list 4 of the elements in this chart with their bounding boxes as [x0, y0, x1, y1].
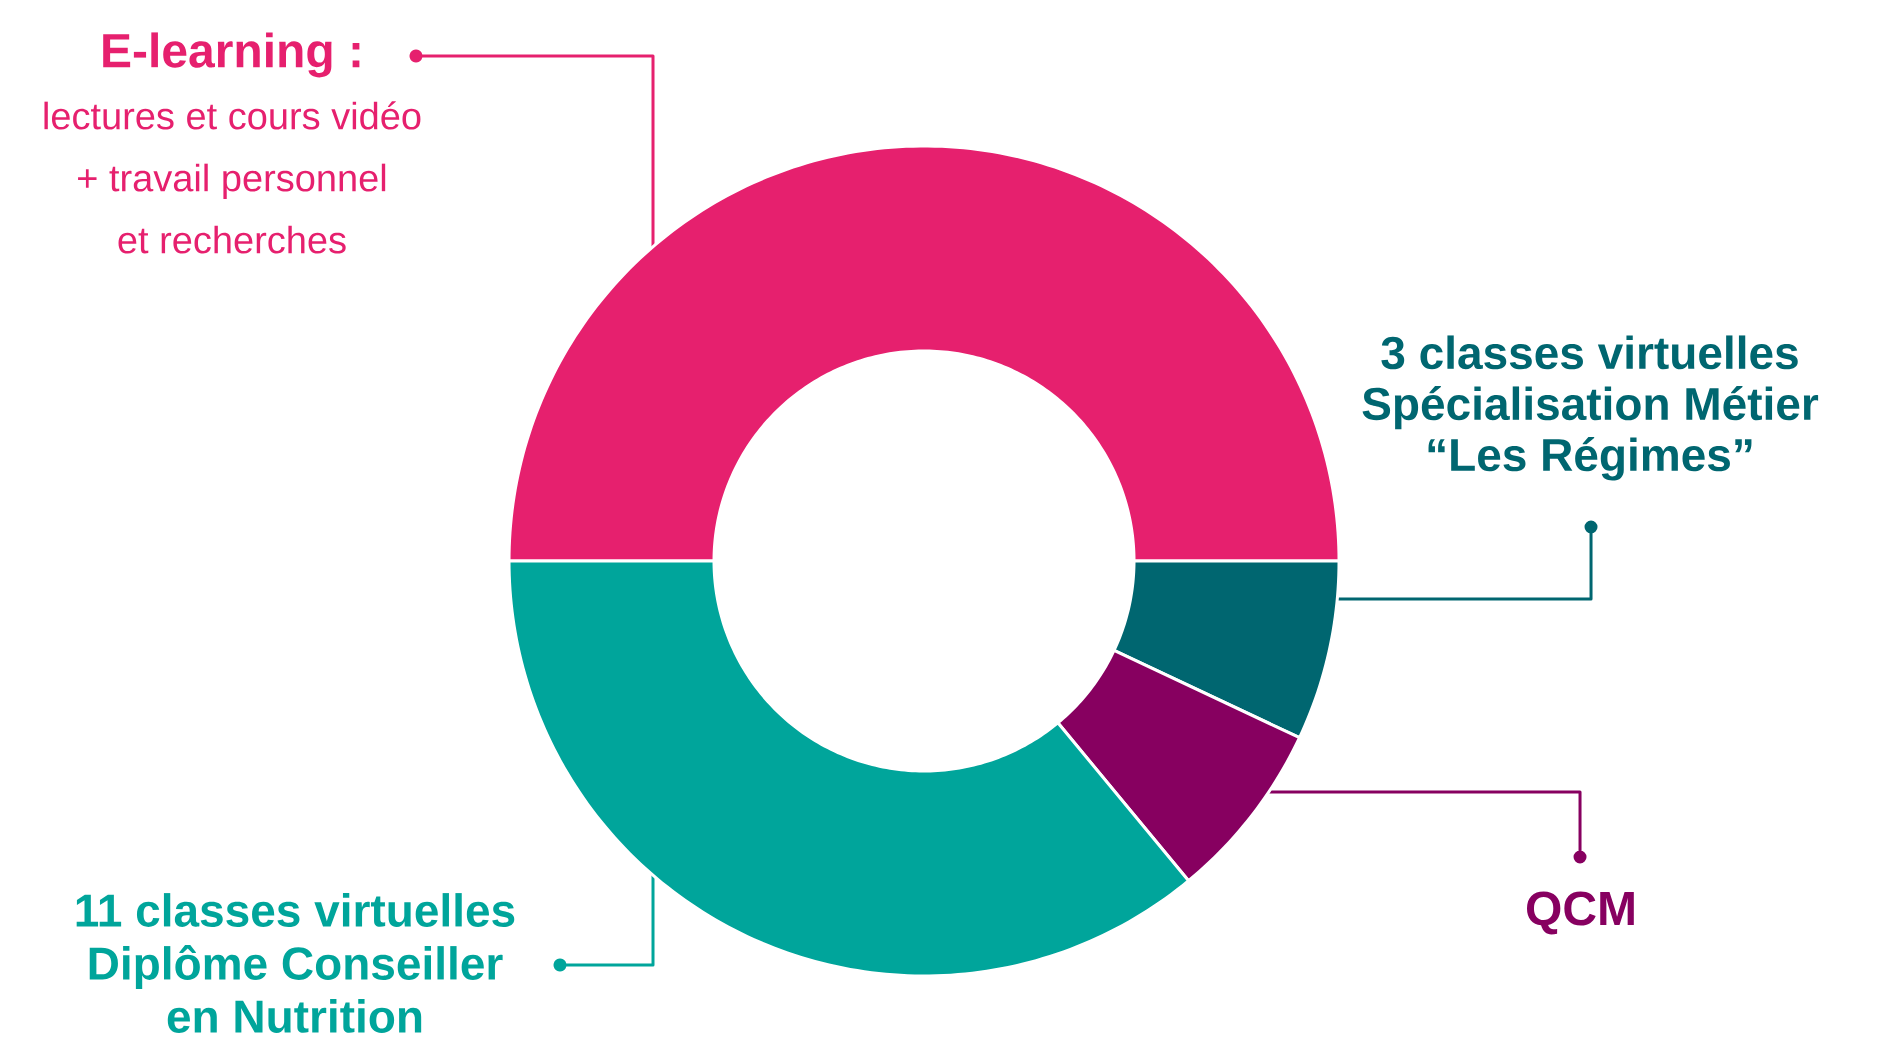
- slice-label: E-learning : lectures et cours vidéo + travail personnel et recherches: [44, 32, 421, 254]
- slice-label: 3 classes virtuelles Spécialisation Métier “Les Régimes”: [1362, 335, 1819, 481]
- legend-label: 11 classes virtuelles Diplôme Conseiller en Nutrition: [76, 893, 515, 1033]
- slice-label: QCM: [1527, 891, 1634, 935]
